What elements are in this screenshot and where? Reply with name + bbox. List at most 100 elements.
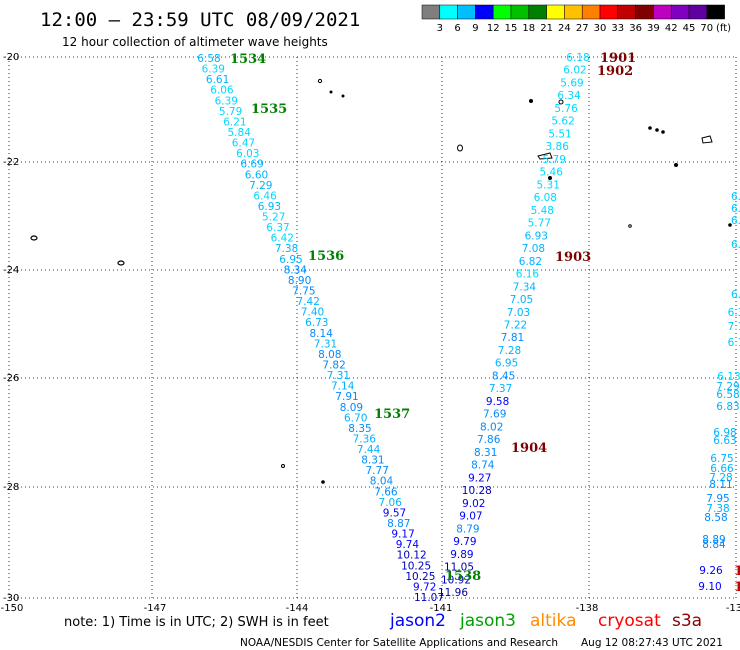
swh-value: 6.70 — [344, 412, 367, 424]
footer-timestamp: Aug 12 08:27:43 UTC 2021 — [581, 637, 723, 649]
swh-value: 5.46 — [540, 167, 564, 179]
legend-swatch — [581, 4, 601, 20]
footer-note: note: 1) Time is in UTC; 2) SWH is in fe… — [64, 615, 329, 630]
legend-swatch — [564, 4, 583, 20]
mission-legend: jason2 jason3 altika cryosat s3a — [389, 611, 702, 631]
island — [537, 152, 553, 160]
lon-label: -150 — [1, 603, 24, 614]
swh-value: 6.39 — [202, 64, 225, 76]
island — [321, 480, 325, 484]
swh-value: 7.14 — [331, 381, 355, 393]
mission-label-jason3: jason3 — [459, 611, 516, 631]
swh-value: 8.02 — [480, 421, 503, 433]
swh-value: 8.14 — [310, 328, 334, 340]
lat-label: -28 — [3, 482, 19, 493]
legend-label: 45 — [683, 23, 696, 34]
swh-value: 11.96 — [438, 587, 468, 599]
legend-label: 9 — [472, 23, 478, 34]
legend-swatch — [706, 4, 725, 20]
swh-value: 7.06 — [379, 497, 403, 509]
color-legend: 3 6 9 12 15 18 21 24 27 30 33 36 39 42 45 70 (ft) — [421, 4, 731, 34]
swh-value: 7.69 — [483, 409, 506, 421]
legend-swatch — [510, 4, 530, 20]
swh-value-partial: 6.1 — [728, 337, 740, 349]
mission-label-jason2: jason2 — [389, 611, 446, 631]
swh-value: 7.29 — [716, 381, 739, 393]
swh-value: 8.31 — [361, 455, 384, 467]
island — [655, 128, 659, 132]
time-label-1538: 1538 — [445, 569, 481, 584]
swh-value: 9.74 — [396, 539, 420, 551]
swh-value: 7.31 — [327, 370, 350, 382]
island-markers — [30, 78, 732, 484]
swh-value: 6.46 — [253, 190, 277, 202]
swh-value: 6.37 — [266, 222, 289, 234]
legend-label: 18 — [522, 23, 535, 34]
swh-value: 8.90 — [288, 275, 311, 287]
swh-value-partial: 6. — [731, 289, 740, 301]
swh-value: 6.58 — [197, 53, 220, 65]
swh-value: 11.07 — [414, 592, 444, 604]
swh-value: 6.21 — [223, 116, 246, 128]
swh-value: 7.08 — [522, 243, 545, 255]
longitude-labels: -150 -147 -144 -141 -138 -13 — [1, 603, 740, 614]
time-labels: 1534 1535 1536 1537 1538 1901 1902 1903 … — [230, 51, 740, 595]
legend-swatch — [421, 4, 441, 20]
swh-value: 7.82 — [322, 360, 345, 372]
swh-value: 7.31 — [314, 338, 337, 350]
legend-unit: (ft) — [716, 23, 731, 34]
swh-value: 5.62 — [551, 116, 574, 128]
swh-value-partial: 6. — [731, 215, 740, 227]
swh-value: 7.91 — [335, 391, 358, 403]
swh-value: 7.03 — [507, 307, 530, 319]
legend-label: 27 — [576, 23, 589, 34]
swh-value: 8.09 — [340, 402, 363, 414]
swh-value: 7.38 — [706, 503, 729, 515]
swh-value: 5.84 — [228, 127, 252, 139]
island — [30, 235, 38, 241]
legend-label: 70 — [700, 23, 713, 34]
legend-label: 3 — [437, 23, 443, 34]
legend-swatch — [688, 4, 708, 20]
swh-value: 6.95 — [495, 358, 518, 370]
swh-value: 8.74 — [471, 460, 495, 472]
island — [701, 135, 713, 144]
island — [281, 464, 285, 468]
swh-value: 10.28 — [462, 485, 492, 497]
swh-value: 3.86 — [546, 141, 570, 153]
swh-value: 7.36 — [353, 434, 377, 446]
legend-swatch — [439, 4, 458, 20]
time-label-1903: 1903 — [555, 250, 591, 265]
legend-label: 42 — [665, 23, 678, 34]
island — [728, 223, 732, 227]
swh-value: 8.45 — [492, 371, 515, 383]
island — [341, 94, 345, 98]
swh-value: 6.02 — [563, 65, 586, 77]
legend-label: 36 — [629, 23, 642, 34]
legend-label: 24 — [558, 23, 571, 34]
swh-value: 5.48 — [531, 205, 554, 217]
swh-value-partial: 6.3 — [728, 307, 740, 319]
left-track: 6.586.396.616.066.395.796.215.846.476.03… — [197, 53, 444, 604]
swh-value: 6.42 — [271, 233, 294, 245]
time-label-1536: 1536 — [308, 249, 344, 264]
swh-value: 9.57 — [383, 508, 406, 520]
swh-value: 8.08 — [318, 349, 341, 361]
time-label-edge: 1 — [734, 564, 740, 579]
legend-swatch — [599, 4, 619, 20]
time-label-1904: 1904 — [511, 441, 547, 456]
lon-label: -141 — [430, 603, 453, 614]
island — [329, 90, 333, 94]
swh-value: 10.92 — [441, 574, 471, 586]
swh-value: 7.66 — [374, 486, 398, 498]
swh-value: 7.75 — [292, 286, 315, 298]
swh-value: 6.95 — [279, 254, 302, 266]
time-label-edge: 1 — [734, 580, 740, 595]
legend-swatch — [617, 4, 636, 20]
swh-value: 6.13 — [717, 371, 740, 383]
lat-label: -22 — [3, 157, 19, 168]
lon-label: -138 — [576, 603, 599, 614]
legend-swatch — [635, 4, 654, 20]
legend-swatch — [492, 4, 512, 20]
swh-value: 6.75 — [710, 453, 733, 465]
